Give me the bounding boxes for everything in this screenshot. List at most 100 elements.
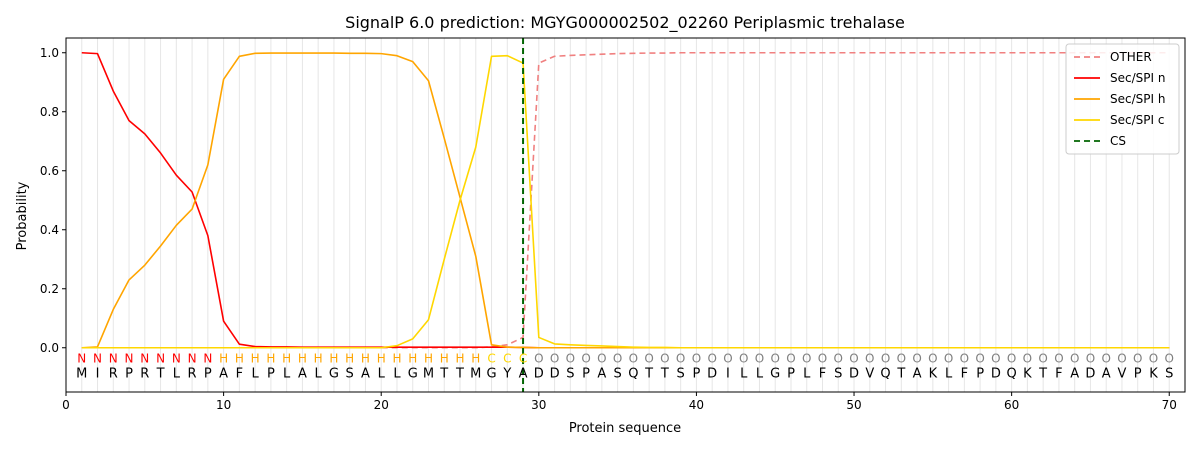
region-label: N: [172, 352, 181, 366]
residue-label: S: [677, 366, 685, 381]
region-label: H: [440, 352, 449, 366]
residue-label: T: [156, 366, 165, 381]
residue-label: M: [470, 366, 481, 381]
residue-label: R: [188, 366, 197, 381]
residue-label: K: [1023, 366, 1032, 381]
region-label: O: [897, 352, 906, 366]
region-label: O: [960, 352, 969, 366]
y-axis-label: Probability: [15, 181, 30, 250]
residue-label: M: [76, 366, 87, 381]
legend-label: CS: [1110, 134, 1126, 148]
residue-label: K: [1149, 366, 1158, 381]
region-label: O: [1117, 352, 1126, 366]
legend-label: Sec/SPI c: [1110, 113, 1164, 127]
region-label: H: [329, 352, 338, 366]
residue-label: G: [486, 366, 496, 381]
region-label: O: [1149, 352, 1158, 366]
residue-label: P: [693, 366, 701, 381]
x-tick-label: 30: [531, 398, 546, 412]
residue-label: F: [1055, 366, 1062, 381]
region-label: O: [770, 352, 779, 366]
axes: 0 10 20 30 40 50 60 70 0.0 0.2 0.4 0.6 0.8 1.0: [40, 46, 1177, 412]
x-tick-label: 50: [846, 398, 861, 412]
region-label: O: [912, 352, 921, 366]
region-label: H: [455, 352, 464, 366]
legend-label: Sec/SPI n: [1110, 71, 1165, 85]
x-axis-label: Protein sequence: [569, 421, 681, 436]
region-label: N: [203, 352, 212, 366]
region-label: O: [534, 352, 543, 366]
residue-label: D: [707, 366, 717, 381]
region-label: O: [755, 352, 764, 366]
residue-label: F: [961, 366, 968, 381]
residue-label: A: [1102, 366, 1111, 381]
region-label: H: [251, 352, 260, 366]
residue-label: L: [393, 366, 401, 381]
region-label: O: [629, 352, 638, 366]
residue-label: M: [423, 366, 434, 381]
region-label: O: [1007, 352, 1016, 366]
region-label: O: [991, 352, 1000, 366]
x-tick-label: 60: [1004, 398, 1019, 412]
residue-label: L: [283, 366, 291, 381]
residue-label: Y: [502, 366, 511, 381]
region-label: H: [377, 352, 386, 366]
region-label: O: [566, 352, 575, 366]
region-label: O: [660, 352, 669, 366]
region-label: O: [1086, 352, 1095, 366]
region-label: O: [975, 352, 984, 366]
legend-label: Sec/SPI h: [1110, 92, 1165, 106]
residue-label: T: [896, 366, 905, 381]
residue-label: A: [519, 366, 528, 381]
residue-label: P: [204, 366, 212, 381]
x-tick-label: 0: [62, 398, 70, 412]
residue-label: A: [1070, 366, 1079, 381]
residue-label: D: [1085, 366, 1095, 381]
region-label: N: [156, 352, 165, 366]
residue-label: T: [1038, 366, 1047, 381]
residue-label: S: [1165, 366, 1173, 381]
residue-label: A: [361, 366, 370, 381]
x-tick-label: 20: [374, 398, 389, 412]
legend-label: OTHER: [1110, 50, 1152, 64]
residue-label: V: [865, 366, 874, 381]
region-label: O: [849, 352, 858, 366]
residue-label: S: [834, 366, 842, 381]
residue-label: P: [582, 366, 590, 381]
region-label: N: [125, 352, 134, 366]
residue-label: Q: [1007, 366, 1017, 381]
residue-label: K: [929, 366, 938, 381]
region-label: H: [219, 352, 228, 366]
region-label: H: [345, 352, 354, 366]
residue-label: A: [219, 366, 228, 381]
region-label: O: [881, 352, 890, 366]
region-label: H: [235, 352, 244, 366]
residue-label: D: [534, 366, 544, 381]
region-label: O: [707, 352, 716, 366]
y-tick-label: 0.8: [40, 105, 59, 119]
region-label: H: [314, 352, 323, 366]
legend: OTHER Sec/SPI n Sec/SPI h Sec/SPI c CS: [1065, 43, 1180, 155]
residue-label: A: [597, 366, 606, 381]
region-label: N: [93, 352, 102, 366]
x-tick-label: 40: [689, 398, 704, 412]
region-label: O: [550, 352, 559, 366]
region-label: N: [140, 352, 149, 366]
residue-label: I: [726, 366, 730, 381]
region-label: O: [865, 352, 874, 366]
region-label: O: [581, 352, 590, 366]
residue-label: A: [298, 366, 307, 381]
y-tick-label: 0.0: [40, 341, 59, 355]
region-label: C: [519, 352, 527, 366]
residue-label: V: [1118, 366, 1127, 381]
residue-label: P: [976, 366, 984, 381]
series-lines: [81, 38, 1170, 392]
residue-label: L: [740, 366, 748, 381]
residue-label: L: [173, 366, 181, 381]
residue-label: D: [550, 366, 560, 381]
region-label: O: [1070, 352, 1079, 366]
residue-label: G: [329, 366, 339, 381]
